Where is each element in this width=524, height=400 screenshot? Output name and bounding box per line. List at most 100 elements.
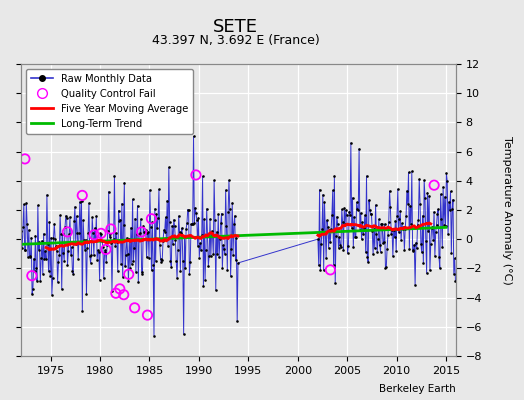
Point <box>155 186 163 192</box>
Point <box>423 189 432 196</box>
Point <box>430 208 438 215</box>
Point <box>184 207 193 214</box>
Point <box>234 260 242 266</box>
Point <box>367 211 376 217</box>
Point <box>322 255 330 262</box>
Point <box>442 170 451 176</box>
Point <box>193 243 202 249</box>
Point <box>147 216 156 222</box>
Point <box>123 234 131 241</box>
Point <box>67 252 75 258</box>
Point <box>132 269 140 276</box>
Point <box>75 199 84 205</box>
Point <box>138 271 147 278</box>
Point <box>427 241 435 247</box>
Point <box>405 169 413 176</box>
Point <box>149 262 157 268</box>
Point <box>223 266 232 273</box>
Point <box>79 217 88 224</box>
Point <box>353 199 361 206</box>
Point <box>216 220 225 226</box>
Point <box>127 261 136 267</box>
Point <box>194 214 203 221</box>
Point <box>91 225 99 231</box>
Point <box>330 262 338 268</box>
Point <box>433 211 442 218</box>
Point <box>22 200 30 206</box>
Point <box>129 257 138 264</box>
Point <box>108 288 116 294</box>
Legend: Raw Monthly Data, Quality Control Fail, Five Year Moving Average, Long-Term Tren: Raw Monthly Data, Quality Control Fail, … <box>26 69 193 134</box>
Point <box>165 164 173 170</box>
Point <box>33 278 41 284</box>
Point <box>54 259 63 265</box>
Point <box>72 213 81 219</box>
Point <box>441 194 449 200</box>
Point <box>55 252 63 258</box>
Point <box>119 292 128 298</box>
Point <box>346 212 354 218</box>
Point <box>68 244 76 250</box>
Point <box>372 202 380 208</box>
Point <box>449 196 457 203</box>
Point <box>203 232 212 239</box>
Point <box>324 245 333 251</box>
Point <box>356 227 364 234</box>
Point <box>331 280 340 286</box>
Point <box>400 246 409 253</box>
Point <box>143 312 151 318</box>
Point <box>110 173 118 179</box>
Point <box>164 242 172 249</box>
Point <box>97 231 105 238</box>
Point <box>58 286 66 292</box>
Point <box>125 271 133 278</box>
Point <box>379 240 387 247</box>
Point <box>408 247 417 253</box>
Point <box>100 275 108 282</box>
Point <box>328 212 336 218</box>
Point <box>20 201 28 208</box>
Point <box>202 205 211 212</box>
Point <box>95 249 103 255</box>
Point <box>119 222 128 228</box>
Point <box>420 177 428 184</box>
Point <box>444 231 452 237</box>
Point <box>439 184 447 190</box>
Point <box>232 234 241 241</box>
Point <box>95 277 104 283</box>
Point <box>364 259 373 266</box>
Point <box>98 238 106 244</box>
Point <box>73 230 82 236</box>
Point <box>317 241 325 247</box>
Point <box>345 208 353 215</box>
Point <box>174 213 183 219</box>
Point <box>352 234 360 240</box>
Point <box>111 243 119 249</box>
Point <box>368 228 376 234</box>
Point <box>81 236 90 243</box>
Point <box>80 236 88 243</box>
Point <box>97 230 105 236</box>
Point <box>102 246 110 253</box>
Point <box>117 261 125 268</box>
Point <box>398 220 406 227</box>
Point <box>208 228 216 234</box>
Point <box>402 188 411 194</box>
Point <box>141 230 149 236</box>
Point <box>347 225 356 232</box>
Point <box>389 253 397 259</box>
Point <box>369 251 377 257</box>
Point <box>110 236 118 242</box>
Point <box>144 229 152 235</box>
Point <box>363 254 372 260</box>
Point <box>199 283 208 290</box>
Point <box>380 221 389 227</box>
Point <box>181 265 190 271</box>
Point <box>327 226 335 232</box>
Point <box>170 216 178 223</box>
Point <box>102 259 111 266</box>
Point <box>336 242 344 248</box>
Point <box>343 212 351 218</box>
Point <box>74 256 82 262</box>
Point <box>370 245 379 252</box>
